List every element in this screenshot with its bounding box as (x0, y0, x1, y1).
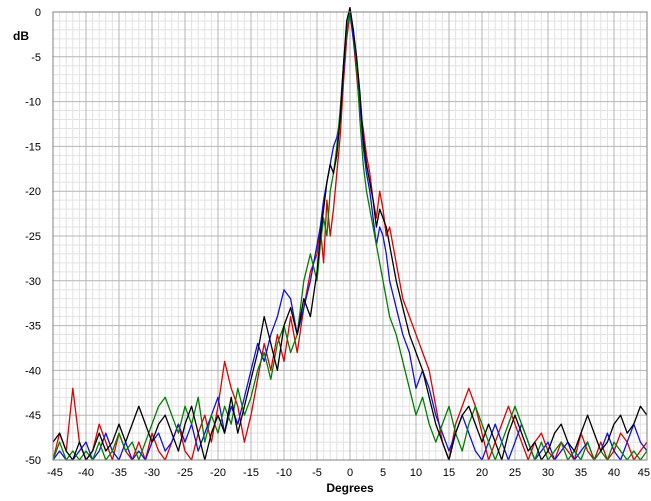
y-tick-label: -10 (25, 97, 41, 109)
x-tick-label: 40 (608, 467, 620, 479)
x-tick-label: -10 (276, 467, 292, 479)
y-tick-label: -25 (25, 231, 41, 243)
x-tick-label: 10 (410, 467, 422, 479)
x-tick-label: -45 (47, 467, 63, 479)
plot-frame (52, 11, 648, 461)
series-line-4 (52, 6, 648, 461)
x-tick-labels: -45 -40 -35 -30 -25 -20 -15 -10 -5 0 5 10 15 20 25 30 35… (47, 467, 650, 479)
y-tick-label: -45 (25, 410, 41, 422)
x-axis-label: Degrees (326, 481, 374, 495)
y-tick-labels: 0 -5 -10 -15 -20 -25 -30 -35 -40 -45 -50 (25, 7, 41, 467)
y-tick-label: -30 (25, 276, 41, 288)
x-tick-label: 15 (443, 467, 455, 479)
x-tick-label: -20 (210, 467, 226, 479)
y-tick-label: -5 (31, 52, 41, 64)
x-tick-label: -5 (312, 467, 322, 479)
x-tick-label: -40 (78, 467, 94, 479)
x-tick-label: 35 (575, 467, 587, 479)
x-tick-label: -35 (111, 467, 127, 479)
y-tick-label: -40 (25, 365, 41, 377)
x-tick-label: 30 (542, 467, 554, 479)
x-tick-label: -15 (243, 467, 259, 479)
y-tick-label: -15 (25, 141, 41, 153)
x-tick-label: 5 (380, 467, 386, 479)
y-tick-label: 0 (35, 7, 41, 19)
x-tick-label: 25 (509, 467, 521, 479)
y-tick-label: -20 (25, 186, 41, 198)
x-tick-label: 0 (347, 467, 353, 479)
y-tick-label: -50 (25, 455, 41, 467)
x-tick-label: -25 (177, 467, 193, 479)
x-tick-label: 20 (476, 467, 488, 479)
x-tick-label: 45 (638, 467, 650, 479)
y-tick-label: -35 (25, 321, 41, 333)
series-layer (52, 6, 648, 461)
y-axis-label: dB (13, 29, 29, 43)
x-tick-label: -30 (144, 467, 160, 479)
